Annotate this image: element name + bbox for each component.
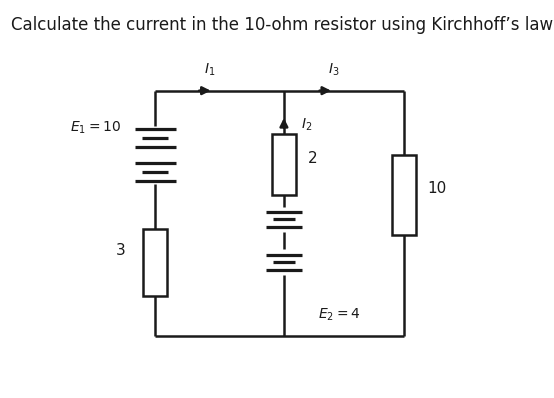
Text: $\mathit{I}_3$: $\mathit{I}_3$ bbox=[328, 61, 340, 78]
Text: $\mathit{I}_1$: $\mathit{I}_1$ bbox=[203, 61, 215, 78]
Bar bbox=[272, 134, 296, 195]
Text: $E_2 = 4$: $E_2 = 4$ bbox=[318, 306, 361, 323]
Text: Calculate the current in the 10-ohm resistor using Kirchhoff’s law: Calculate the current in the 10-ohm resi… bbox=[11, 16, 553, 34]
Text: 10: 10 bbox=[428, 181, 447, 196]
Text: $\mathit{I}_2$: $\mathit{I}_2$ bbox=[301, 116, 312, 133]
Text: 2: 2 bbox=[307, 150, 317, 166]
Bar bbox=[392, 155, 416, 235]
Text: $E_1 = 10$: $E_1 = 10$ bbox=[69, 119, 121, 136]
Text: 3: 3 bbox=[115, 242, 125, 258]
Bar bbox=[143, 228, 167, 296]
